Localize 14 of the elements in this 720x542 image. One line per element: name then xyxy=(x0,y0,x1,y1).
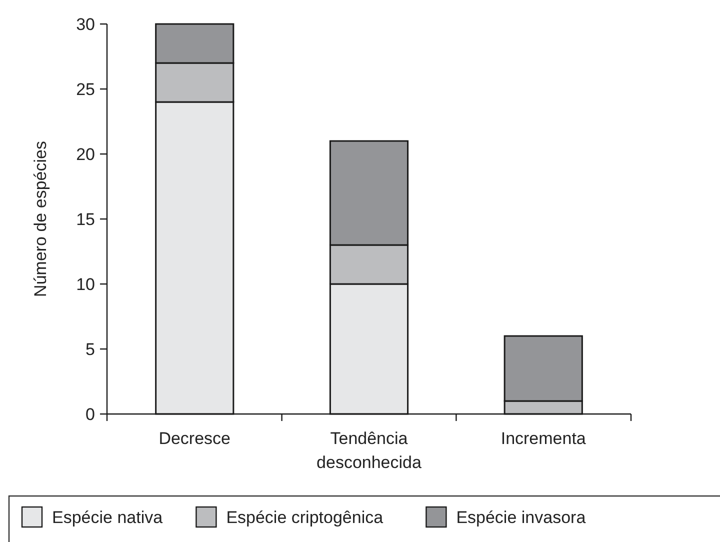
legend-label: Espécie criptogênica xyxy=(226,508,384,527)
y-axis-title: Número de espécies xyxy=(31,141,50,297)
legend-label: Espécie nativa xyxy=(52,508,164,527)
y-tick-label: 10 xyxy=(76,274,95,294)
y-tick-label: 20 xyxy=(76,144,95,164)
y-tick-label: 25 xyxy=(76,80,95,99)
x-tick-label: Decresce xyxy=(158,429,231,448)
x-tick-label: Incrementa xyxy=(500,429,586,448)
legend-label: Espécie invasora xyxy=(456,508,586,527)
y-tick-label: 30 xyxy=(76,14,95,34)
y-tick-label: 15 xyxy=(76,210,95,229)
y-tick-label: 0 xyxy=(86,404,95,424)
x-tick-label: Tendência desconhecida xyxy=(316,429,422,472)
y-tick-label: 5 xyxy=(86,340,95,359)
